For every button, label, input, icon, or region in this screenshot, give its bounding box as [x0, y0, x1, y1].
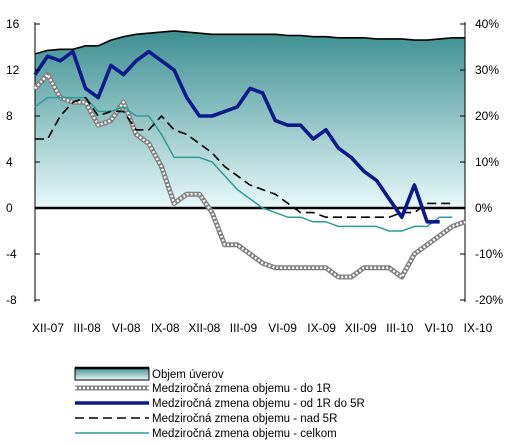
y-left-tick-label: -8	[6, 293, 17, 307]
area-fill-objem-uverov	[35, 30, 465, 209]
legend-label: Medziročná zmena objemu - celkom	[152, 428, 337, 440]
x-tick-label: IX-10	[464, 321, 493, 335]
x-tick-label: XII-09	[345, 321, 377, 335]
x-tick-label: III-08	[73, 321, 101, 335]
series-line-teal-thin	[34, 96, 453, 232]
legend-label: Medziročná zmena objemu - nad 5R	[152, 413, 337, 425]
x-tick-label: VI-10	[425, 321, 454, 335]
legend-item: Objem úverov	[74, 366, 224, 381]
legend: Objem úverov Medziročná zmena objemu - do…	[74, 366, 365, 440]
series-line-grey-hatch	[34, 73, 466, 279]
y-left-tick-label: 4	[6, 155, 13, 169]
legend-item: Medziročná zmena objemu - celkom	[75, 428, 337, 440]
legend-swatch-area	[74, 367, 150, 381]
legend-item: Medziročná zmena objemu - nad 5R	[75, 413, 337, 425]
area-outline-objem-uverov	[34, 30, 465, 55]
x-tick-label: VI-08	[112, 321, 141, 335]
y-right-tick-label: -20%	[475, 293, 503, 307]
y-right-tick-label: -10%	[475, 247, 503, 261]
y-left-tick-label: 8	[6, 109, 13, 123]
legend-label: Medziročná zmena objemu - od 1R do 5R	[152, 398, 365, 410]
y-right-tick-label: 30%	[475, 63, 499, 77]
lines-layer	[33, 49, 466, 280]
x-tick-label: VI-09	[268, 321, 297, 335]
x-tick-label: III-09	[230, 321, 258, 335]
ticks-layer: -8 -4 0 4 8 12 16 -20% -10% 0% 10% 20% 30% 40% XII-07 I…	[6, 17, 503, 335]
x-tick-label: XII-07	[32, 321, 64, 335]
series-line-black-dashed	[35, 96, 453, 218]
legend-item: Medziročná zmena objemu - do 1R	[75, 383, 331, 395]
y-left-tick-label: 16	[6, 17, 20, 31]
y-right-tick-label: 20%	[475, 109, 499, 123]
y-right-tick-label: 40%	[475, 17, 499, 31]
x-tick-label: IX-09	[307, 321, 336, 335]
legend-item: Medziročná zmena objemu - od 1R do 5R	[75, 398, 365, 410]
legend-label: Objem úverov	[152, 369, 224, 381]
y-left-tick-label: -4	[6, 247, 17, 261]
y-left-tick-label: 0	[6, 201, 13, 215]
x-tick-label: III-10	[386, 321, 414, 335]
series-line-navy-thick	[33, 49, 440, 224]
y-right-tick-label: 0%	[475, 201, 493, 215]
y-right-tick-label: 10%	[475, 155, 499, 169]
y-left-tick-label: 12	[6, 63, 20, 77]
legend-label: Medziročná zmena objemu - do 1R	[152, 383, 331, 395]
x-tick-label: XII-08	[188, 321, 220, 335]
area-layer	[34, 30, 465, 209]
x-tick-label: IX-08	[151, 321, 180, 335]
